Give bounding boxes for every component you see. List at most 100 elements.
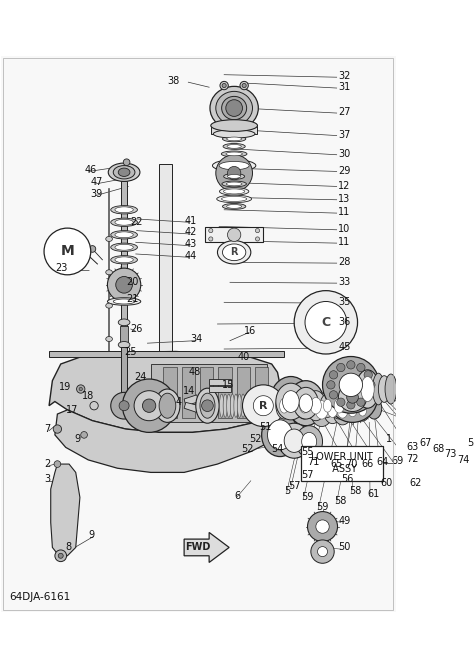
- Circle shape: [346, 391, 358, 403]
- Circle shape: [308, 512, 337, 542]
- Ellipse shape: [227, 394, 231, 418]
- Circle shape: [123, 159, 130, 166]
- Text: 57: 57: [288, 481, 301, 491]
- Ellipse shape: [330, 392, 348, 419]
- Ellipse shape: [115, 232, 133, 238]
- Circle shape: [228, 228, 241, 241]
- Bar: [237, 367, 250, 418]
- Text: 64: 64: [376, 458, 388, 468]
- Ellipse shape: [373, 373, 384, 405]
- Circle shape: [54, 461, 61, 468]
- Text: 4: 4: [176, 397, 182, 407]
- Circle shape: [108, 268, 141, 301]
- Circle shape: [44, 228, 91, 275]
- Text: 36: 36: [338, 317, 351, 327]
- Text: 64DJA-6161: 64DJA-6161: [9, 593, 70, 603]
- Text: 12: 12: [338, 180, 351, 190]
- Text: 27: 27: [338, 108, 351, 117]
- Text: 7: 7: [44, 424, 50, 434]
- Ellipse shape: [288, 381, 324, 426]
- Circle shape: [201, 400, 213, 411]
- Text: 9: 9: [74, 434, 80, 444]
- Text: 39: 39: [91, 189, 103, 199]
- Text: 8: 8: [66, 542, 72, 552]
- Ellipse shape: [200, 393, 215, 418]
- Text: 15: 15: [222, 380, 234, 390]
- Circle shape: [142, 399, 156, 412]
- Ellipse shape: [320, 394, 335, 418]
- Text: 52: 52: [249, 434, 262, 444]
- Text: LOWER UNIT
  ASSY: LOWER UNIT ASSY: [311, 452, 373, 474]
- Bar: [121, 347, 128, 414]
- Text: 35: 35: [338, 297, 351, 307]
- Circle shape: [240, 81, 248, 90]
- Circle shape: [346, 401, 355, 409]
- Polygon shape: [49, 351, 280, 432]
- Circle shape: [255, 237, 260, 241]
- Text: 57: 57: [301, 470, 313, 480]
- Text: 62: 62: [409, 478, 421, 488]
- Ellipse shape: [222, 181, 246, 187]
- Circle shape: [209, 228, 213, 232]
- Ellipse shape: [356, 370, 379, 408]
- Circle shape: [339, 373, 363, 397]
- Circle shape: [337, 363, 345, 371]
- Text: 30: 30: [338, 149, 351, 159]
- Text: 18: 18: [82, 391, 95, 401]
- Text: 9: 9: [88, 530, 94, 540]
- Ellipse shape: [210, 86, 258, 130]
- Text: 69: 69: [391, 456, 403, 466]
- Text: 26: 26: [130, 324, 142, 334]
- Bar: [209, 379, 231, 385]
- Text: 59: 59: [316, 502, 328, 512]
- Polygon shape: [184, 402, 199, 412]
- Ellipse shape: [337, 401, 348, 418]
- Text: 31: 31: [338, 82, 351, 92]
- Text: C: C: [321, 316, 330, 329]
- Text: M: M: [61, 244, 74, 259]
- Ellipse shape: [328, 402, 337, 418]
- Text: 33: 33: [338, 277, 351, 287]
- Ellipse shape: [111, 243, 137, 251]
- Text: 17: 17: [66, 405, 78, 415]
- Ellipse shape: [234, 394, 238, 418]
- Polygon shape: [49, 351, 284, 357]
- Text: 25: 25: [124, 347, 137, 357]
- Ellipse shape: [361, 377, 374, 401]
- Circle shape: [134, 391, 164, 421]
- Text: 58: 58: [349, 486, 362, 496]
- Text: 68: 68: [433, 444, 445, 454]
- Circle shape: [346, 361, 355, 369]
- Ellipse shape: [196, 388, 219, 424]
- Text: 52: 52: [241, 444, 253, 454]
- Circle shape: [294, 291, 357, 354]
- Bar: [255, 367, 268, 418]
- Polygon shape: [159, 164, 172, 355]
- Ellipse shape: [218, 240, 251, 264]
- Ellipse shape: [355, 399, 370, 421]
- Text: 22: 22: [130, 217, 142, 227]
- Ellipse shape: [226, 152, 242, 156]
- Ellipse shape: [267, 420, 292, 450]
- Ellipse shape: [301, 432, 317, 451]
- Ellipse shape: [212, 160, 256, 172]
- Text: 32: 32: [338, 71, 351, 81]
- Circle shape: [243, 385, 284, 427]
- Bar: [205, 227, 264, 242]
- Text: 13: 13: [338, 194, 351, 204]
- Text: 11: 11: [338, 207, 351, 217]
- Bar: [182, 367, 195, 418]
- Text: 70: 70: [345, 459, 357, 469]
- Ellipse shape: [227, 137, 242, 141]
- Ellipse shape: [358, 403, 367, 416]
- Bar: [219, 367, 232, 418]
- Bar: [200, 367, 213, 418]
- Circle shape: [119, 401, 129, 411]
- Circle shape: [357, 363, 365, 371]
- Text: 37: 37: [338, 130, 351, 140]
- Ellipse shape: [118, 168, 130, 176]
- Ellipse shape: [306, 391, 326, 421]
- Circle shape: [253, 395, 273, 415]
- Circle shape: [111, 392, 137, 419]
- Ellipse shape: [106, 236, 112, 241]
